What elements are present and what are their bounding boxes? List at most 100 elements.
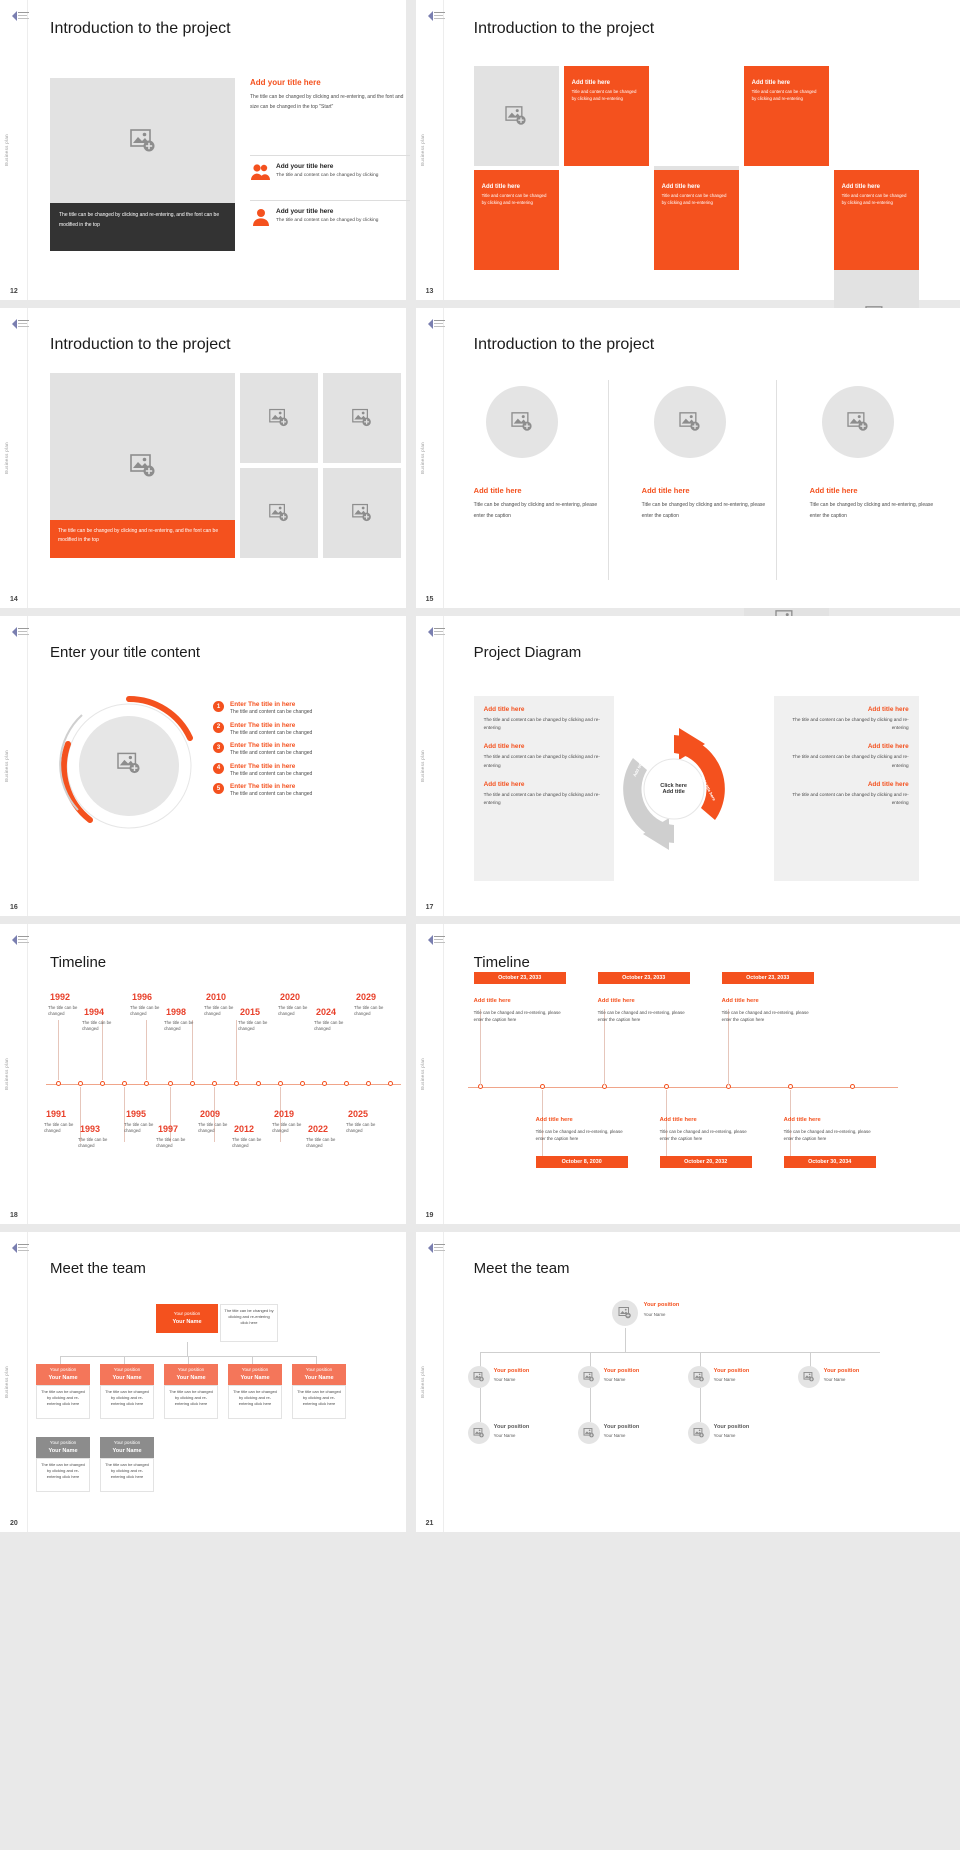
timeline-year-text: The title can be changed [272, 1122, 302, 1134]
avatar[interactable] [577, 1366, 600, 1388]
org-node[interactable]: Your position Your Name The title can be… [292, 1364, 346, 1419]
list-item[interactable]: 4 Enter The title in here The title and c… [213, 762, 408, 777]
avatar[interactable] [687, 1366, 710, 1388]
powerpoint-slide-icon [426, 8, 448, 24]
slide-thumbnail-15[interactable]: Business plan 15 Introduction to the pro… [415, 308, 960, 608]
avatar[interactable] [577, 1422, 600, 1444]
avatar[interactable] [797, 1366, 820, 1388]
timeline-year: 1997 [158, 1124, 179, 1134]
org-node-body: The title can be changed by clicking and… [36, 1384, 90, 1419]
card-heading: Add title here [661, 184, 700, 190]
list-item-body: The title and content can be changed [230, 770, 313, 777]
person-name: Your Name [603, 1433, 626, 1438]
list-item[interactable]: Add your title here The title and conten… [250, 163, 410, 186]
org-node-root[interactable]: Your position Your Name [156, 1304, 218, 1333]
slide-thumbnail-19[interactable]: Business plan 19 Timeline October 23, 20… [415, 924, 960, 1224]
grid-gap [405, 308, 416, 616]
org-node[interactable]: Your position Your Name The title can be… [100, 1437, 154, 1492]
image-placeholder[interactable] [50, 78, 235, 203]
timeline-year: 2015 [240, 1007, 261, 1017]
org-node-header: Your position Your Name [164, 1364, 218, 1385]
org-node[interactable]: Your position Your Name The title can be… [36, 1364, 90, 1419]
image-placeholder[interactable] [485, 386, 558, 458]
slide-thumbnail-13[interactable]: Business plan 13 Introduction to the pro… [415, 0, 960, 670]
page-title: Introduction to the project [473, 336, 655, 353]
slide-left-strip: Business plan 15 [415, 308, 445, 608]
list-item[interactable]: 1 Enter The title in here The title and c… [213, 701, 408, 715]
slide-thumbnail-17[interactable]: Business plan 17 Project Diagram Add tit… [415, 616, 960, 916]
timeline-stem [789, 1090, 791, 1160]
timeline-year-text: The title can be changed [306, 1137, 336, 1149]
timeline-year: 2024 [316, 1007, 337, 1017]
slide-thumbnail-20[interactable]: Business plan 20 Meet the team Your posi… [0, 1232, 406, 1532]
slide-thumbnail-18[interactable]: Business plan 18 Timeline [0, 924, 406, 1224]
image-placeholder[interactable] [821, 386, 894, 458]
slide-thumbnail-21[interactable]: Business plan 21 Meet the team Your posi… [415, 1232, 960, 1532]
entry-body: Title can be changed and re-entering, pl… [659, 1129, 747, 1142]
timeline-year: 1995 [126, 1109, 147, 1119]
timeline-dot [122, 1081, 127, 1086]
org-node-name: Your Name [176, 1374, 206, 1381]
timeline-dot [278, 1081, 283, 1086]
timeline-year-text: The title can be changed [130, 1005, 160, 1017]
content-card[interactable]: Add title here Title and content can be … [473, 170, 559, 270]
image-placeholder[interactable] [473, 66, 559, 166]
org-node-header: Your position Your Name [292, 1364, 346, 1385]
content-card[interactable]: Add title here Title and content can be … [563, 66, 649, 166]
content-card[interactable]: Add title here Title and content can be … [833, 170, 919, 270]
card-body: Title and content can be changed by clic… [751, 89, 817, 101]
sidebar-label: Business plan [419, 134, 425, 166]
avatar[interactable] [467, 1422, 490, 1444]
timeline-dot [539, 1084, 545, 1089]
org-node[interactable]: Your position Your Name The title can be… [100, 1364, 154, 1419]
add-image-icon [352, 503, 372, 523]
card-body: Title and content can be changed by clic… [571, 89, 637, 101]
add-image-icon [583, 1428, 594, 1438]
content-card[interactable]: Add title here Title and content can be … [653, 170, 739, 270]
divider [607, 380, 609, 580]
slide-canvas: Introduction to the project Add title he… [444, 308, 960, 608]
person-position: Your position [713, 1424, 750, 1430]
person-position: Your position [603, 1424, 640, 1430]
slide-canvas: Meet the team Your position Your Name Th… [28, 1232, 406, 1532]
image-placeholder[interactable] [323, 373, 401, 463]
avatar[interactable] [687, 1422, 710, 1444]
org-node[interactable]: Your position Your Name The title can be… [36, 1437, 90, 1492]
org-node-header: Your position Your Name [228, 1364, 282, 1385]
org-connector [699, 1388, 701, 1422]
page-title: Enter your title content [50, 644, 201, 661]
image-placeholder[interactable] [653, 386, 726, 458]
image-placeholder[interactable] [323, 468, 401, 558]
timeline-stem [146, 1020, 147, 1080]
timeline-year-text: The title can be changed [346, 1122, 376, 1134]
avatar[interactable] [611, 1300, 638, 1326]
list-item[interactable]: Add your title here The title and conten… [250, 208, 410, 231]
org-node[interactable]: Your position Your Name The title can be… [228, 1364, 282, 1419]
timeline-year-text: The title can be changed [78, 1137, 108, 1149]
list-item[interactable]: 5 Enter The title in here The title and c… [213, 783, 408, 797]
list-item[interactable]: 3 Enter The title in here The title and c… [213, 742, 408, 756]
slide-thumbnail-14[interactable]: Business plan 14 Introduction to the pro… [0, 308, 406, 608]
powerpoint-slide-icon [10, 8, 32, 24]
card-heading: Add title here [841, 184, 880, 190]
avatar[interactable] [467, 1366, 490, 1388]
timeline-stem [102, 1020, 103, 1080]
org-node[interactable]: Your position Your Name The title can be… [164, 1364, 218, 1419]
panel-heading: Add title here [483, 743, 525, 751]
slide-thumbnail-16[interactable]: Business plan 16 Enter your title conten… [0, 616, 406, 916]
slide-thumbnail-12[interactable]: Business plan 12 Introduction to the pro… [0, 0, 410, 300]
circular-diagram [54, 691, 204, 841]
grid-gap [405, 1232, 416, 1540]
content-card[interactable]: Add title here Title and content can be … [743, 66, 829, 166]
org-node-position: Your position [177, 1367, 205, 1372]
slide-canvas: Timeline [28, 924, 406, 1224]
sidebar-label: Business plan [4, 1058, 9, 1090]
timeline-dot [388, 1081, 393, 1086]
list-item[interactable]: 2 Enter The title in here The title and c… [213, 721, 408, 736]
image-placeholder[interactable] [240, 373, 318, 463]
timeline-year: 2012 [234, 1124, 255, 1134]
image-placeholder[interactable] [240, 468, 318, 558]
panel-heading: Add title here [867, 706, 909, 713]
slide-caption: The title can be changed by clicking and… [50, 520, 235, 558]
slide-canvas: Introduction to the project The title ca… [28, 0, 410, 300]
